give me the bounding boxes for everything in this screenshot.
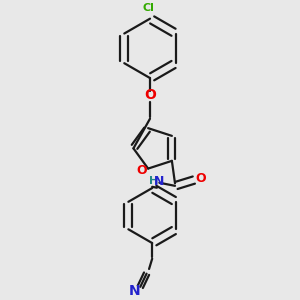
Text: N: N	[128, 284, 140, 298]
Text: H: H	[149, 176, 158, 186]
Text: O: O	[136, 164, 147, 177]
Text: O: O	[144, 88, 156, 102]
Text: Cl: Cl	[142, 3, 154, 13]
Text: N: N	[154, 175, 165, 188]
Text: O: O	[196, 172, 206, 185]
